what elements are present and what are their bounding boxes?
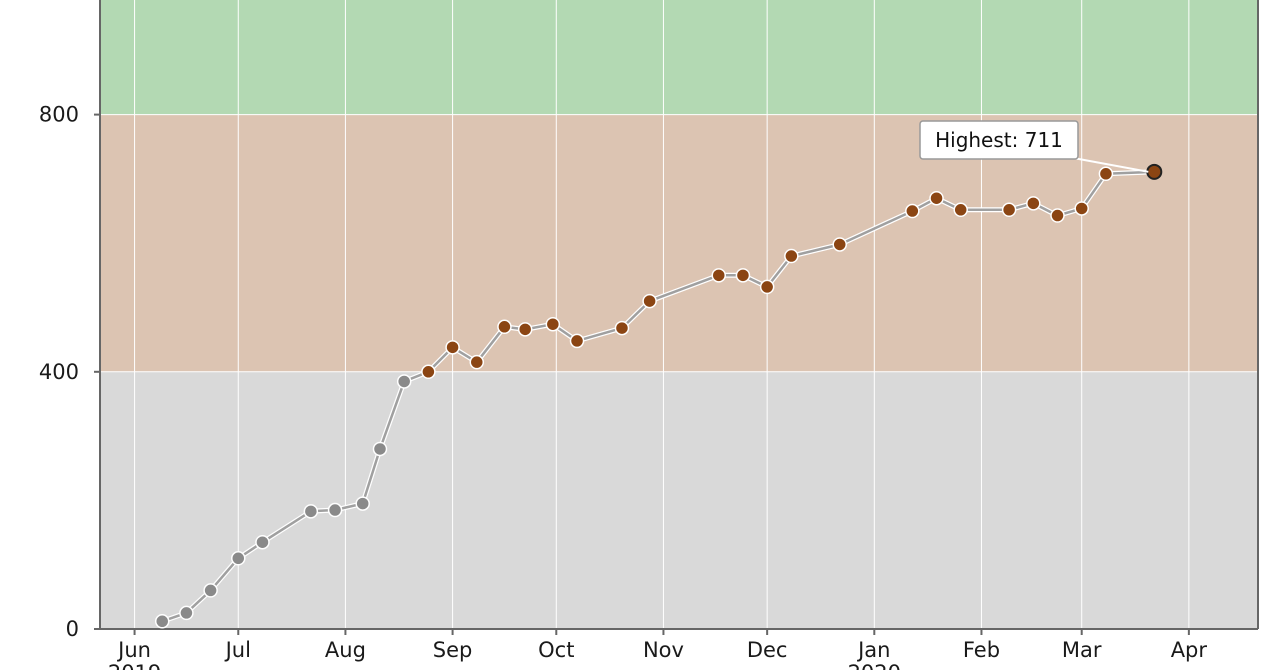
axes	[99, 0, 1259, 630]
data-point	[905, 203, 920, 219]
data-point	[784, 248, 799, 264]
band-2	[100, 0, 1258, 115]
data-point	[497, 319, 512, 335]
data-point	[735, 268, 751, 283]
x-tick-label-aug: Aug	[325, 638, 366, 662]
y-tick-label-400: 400	[39, 360, 79, 384]
x-tick-label-jun: Jun	[116, 638, 151, 662]
x-tick-label-jul: Jul	[224, 638, 251, 662]
data-point	[1001, 202, 1017, 218]
data-point	[614, 320, 630, 336]
tooltip-box	[919, 120, 1079, 160]
data-point	[154, 614, 170, 629]
data-point	[231, 551, 246, 566]
data-point	[545, 316, 561, 332]
x-tick-label-apr: Apr	[1171, 638, 1208, 662]
x-tick-label-sep: Sep	[433, 638, 473, 662]
band-1	[100, 114, 1258, 372]
data-point	[711, 268, 727, 283]
data-point	[569, 333, 585, 349]
data-point	[517, 322, 533, 337]
x-tick-label-jan: Jan	[856, 638, 890, 662]
data-point	[303, 504, 319, 519]
data-point	[255, 534, 270, 550]
data-point	[1026, 196, 1041, 211]
data-point	[372, 441, 388, 457]
data-point	[179, 605, 194, 621]
data-point	[445, 340, 460, 355]
tooltip-connector	[1067, 156, 1149, 173]
data-point	[203, 583, 218, 598]
x-tick-label-dec: Dec	[747, 638, 788, 662]
data-point	[1098, 166, 1114, 182]
x-tick-label-feb: Feb	[963, 638, 1000, 662]
data-point	[929, 190, 944, 206]
band-0	[100, 371, 1258, 629]
data-point	[421, 364, 436, 380]
data-point	[1074, 201, 1089, 216]
data-point	[953, 202, 968, 218]
y-tick-label-0: 0	[66, 617, 79, 641]
data-point	[1050, 208, 1065, 223]
highest-tooltip: Highest: 711	[919, 120, 1149, 173]
data-point	[832, 237, 847, 252]
data-points	[154, 163, 1163, 629]
x-tick-year-2020: 2020	[848, 661, 901, 670]
data-point	[396, 374, 412, 389]
x-axis-ticks: Jun2019 Jul Aug Sep Oct Nov Dec Jan2020 Feb Mar Ap…	[108, 629, 1208, 670]
x-tick-label-mar: Mar	[1062, 638, 1102, 662]
data-point	[759, 279, 775, 295]
x-tick-label-oct: Oct	[538, 638, 574, 662]
data-point	[642, 293, 657, 309]
x-tick-label-nov: Nov	[643, 638, 684, 662]
data-point	[327, 502, 343, 518]
y-tick-label-800: 800	[39, 103, 79, 127]
y-axis-ticks: 0 400 800	[39, 103, 100, 641]
data-point	[1146, 163, 1163, 180]
x-tick-year-2019: 2019	[108, 661, 161, 670]
tooltip-label: Highest: 711	[935, 128, 1063, 152]
data-point	[355, 496, 370, 511]
data-point	[469, 354, 485, 370]
